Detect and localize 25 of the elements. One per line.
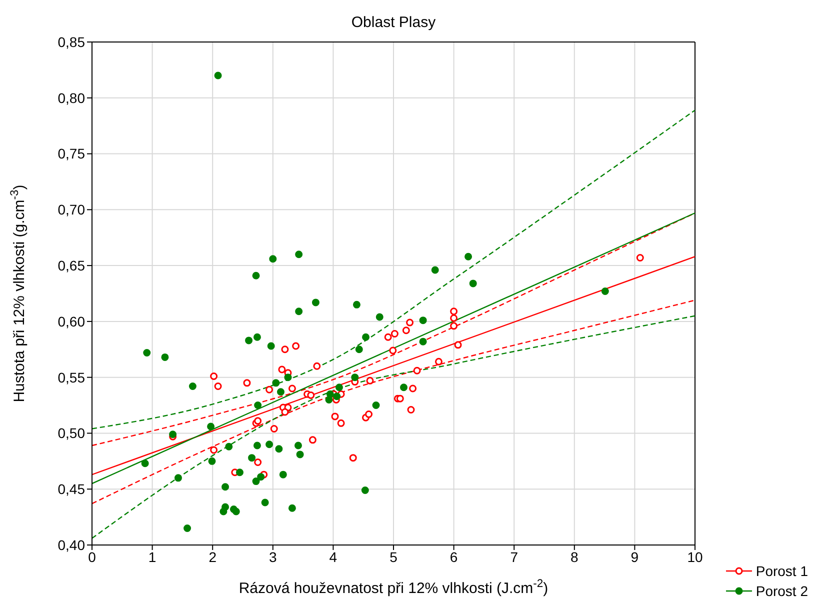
- x-tick-label: 3: [269, 548, 277, 565]
- y-tick-label: 0,50: [58, 425, 86, 442]
- legend-label: Porost 1: [756, 563, 808, 579]
- y-tick-label: 0,85: [58, 34, 86, 50]
- y-tick-label: 0,60: [58, 313, 86, 330]
- x-axis-title: Rázová houževnatost při 12% vlhkosti (J.cm$^{-2}$): [238, 578, 548, 597]
- x-tick-label: 8: [570, 548, 578, 565]
- x-tick-label: 7: [510, 548, 518, 565]
- y-tick-label: 0,40: [58, 536, 86, 553]
- x-tick-label: 2: [208, 548, 217, 565]
- y-tick-label: 0,45: [58, 481, 86, 498]
- y-tick-label: 0,55: [58, 369, 86, 386]
- x-tick-label: 6: [450, 548, 458, 565]
- x-tick-label: 0: [88, 548, 96, 565]
- legend-label: Porost 2: [756, 583, 808, 599]
- y-tick-label: 0,75: [58, 146, 86, 162]
- chart-title: Oblast Plasy: [350, 14, 437, 31]
- x-tick-label: 10: [687, 548, 703, 565]
- x-tick-label: 1: [148, 548, 156, 565]
- x-tick-label: 4: [329, 548, 338, 565]
- x-tick-label: 9: [630, 548, 639, 565]
- y-tick-label: 0,80: [58, 90, 86, 106]
- y-tick-label: 0,70: [58, 202, 86, 218]
- x-tick-label: 5: [390, 548, 398, 565]
- y-tick-label: 0,65: [58, 258, 86, 274]
